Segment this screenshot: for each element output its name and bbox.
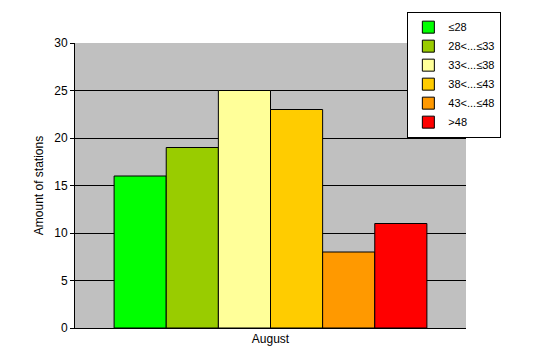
svg-text:>48: >48 — [448, 116, 467, 128]
svg-text:0: 0 — [61, 321, 68, 335]
svg-text:5: 5 — [61, 274, 68, 288]
svg-text:33<...≤38: 33<...≤38 — [448, 59, 494, 71]
svg-text:38<...≤43: 38<...≤43 — [448, 78, 494, 90]
svg-text:≤28: ≤28 — [448, 21, 466, 33]
svg-text:15: 15 — [54, 179, 68, 193]
svg-text:August: August — [252, 332, 290, 346]
svg-text:Amount of stations: Amount of stations — [32, 136, 46, 235]
svg-text:20: 20 — [54, 131, 68, 145]
svg-text:10: 10 — [54, 226, 68, 240]
svg-text:25: 25 — [54, 84, 68, 98]
svg-text:43<...≤48: 43<...≤48 — [448, 97, 494, 109]
svg-text:30: 30 — [54, 36, 68, 50]
svg-text:28<...≤33: 28<...≤33 — [448, 40, 494, 52]
